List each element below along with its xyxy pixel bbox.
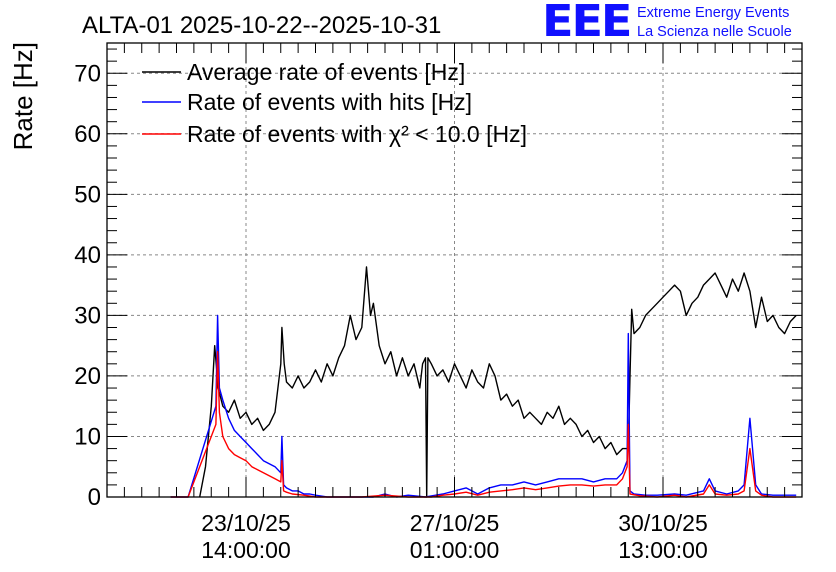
x-tick-label-time: 13:00:00 [618,537,708,563]
x-tick-label-date: 30/10/25 [618,510,708,536]
x-tick-label-time: 01:00:00 [410,537,500,563]
series-line [170,314,797,498]
legend-label: Average rate of events [Hz] [187,59,465,85]
y-tick-label: 20 [74,363,101,390]
y-tick-labels: 0 10 20 30 40 50 60 70 [74,60,101,511]
series-line [199,266,797,498]
legend-label: Rate of events with hits [Hz] [187,89,472,115]
series-line [170,351,797,498]
y-tick-label: 50 [74,181,101,208]
eee-logo: EEE [542,0,632,47]
x-tick-label-time: 14:00:00 [201,537,291,563]
y-tick-label: 30 [74,302,101,329]
y-tick-label: 70 [74,60,101,87]
y-tick-label: 40 [74,242,101,269]
legend: Average rate of events [Hz] Rate of event… [142,59,527,147]
y-tick-label: 60 [74,121,101,148]
eee-logo-text: Extreme Energy Events La Scienza nelle S… [637,4,792,42]
x-tick-label-date: 27/10/25 [410,510,500,536]
eee-logo-line1: Extreme Energy Events [637,5,790,21]
legend-label: Rate of events with χ² < 10.0 [Hz] [187,121,527,147]
x-tick-label-date: 23/10/25 [201,510,291,536]
y-axis-label: Rate [Hz] [8,42,38,150]
chart-title: ALTA-01 2025-10-22--2025-10-31 [82,12,441,39]
y-tick-label: 0 [88,484,101,511]
series-layer [170,266,797,498]
eee-logo-line2: La Scienza nelle Scuole [637,24,792,40]
y-tick-label: 10 [74,423,101,450]
axis-ticks [106,43,803,498]
